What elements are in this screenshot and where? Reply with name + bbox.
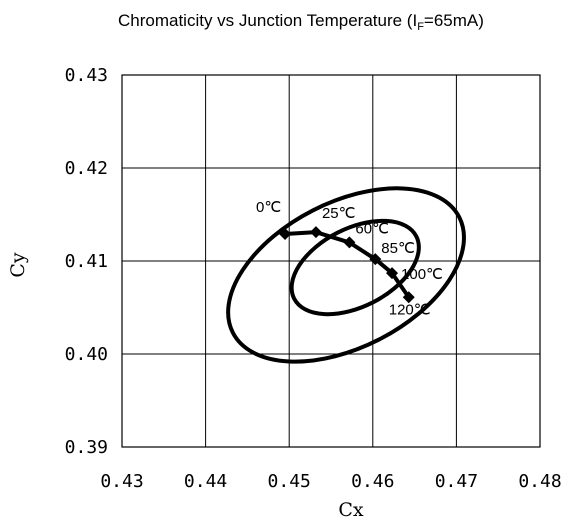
ellipses <box>226 186 466 364</box>
data-point-label: 85℃ <box>381 240 415 257</box>
chart-title-main: Chromaticity vs Junction Temperature (I <box>118 11 417 30</box>
x-tick-label: 0.46 <box>351 471 394 492</box>
plot-frame <box>121 74 541 448</box>
data-point-marker <box>386 267 399 280</box>
data-point-label: 0℃ <box>256 199 281 216</box>
data-point-label: 100℃ <box>401 266 443 283</box>
x-tick-label: 0.44 <box>184 471 227 492</box>
y-tick-label: 0.41 <box>65 251 108 272</box>
series: 0℃ 25℃60℃ 85℃ 100℃ 120℃ <box>256 199 443 318</box>
chart-title-subscript: F <box>417 21 424 33</box>
x-tick-label: 0.48 <box>518 471 561 492</box>
y-tick-label: 0.43 <box>65 65 108 86</box>
chart-title-tail: =65mA) <box>424 11 484 30</box>
data-point-label: 25℃ <box>322 205 356 222</box>
data-point-marker <box>309 226 322 239</box>
data-point-marker <box>402 291 415 304</box>
grid <box>122 75 540 447</box>
chart-title: Chromaticity vs Junction Temperature (IF… <box>118 11 484 33</box>
x-tick-label: 0.47 <box>435 471 478 492</box>
y-tick-labels: 0.39 0.40 0.41 0.42 0.43 <box>65 65 108 458</box>
y-tick-label: 0.39 <box>65 437 108 458</box>
outer-ellipse <box>226 186 466 364</box>
y-axis-label: Cy <box>7 252 29 278</box>
y-tick-label: 0.40 <box>65 344 108 365</box>
x-tick-labels: 0.43 0.44 0.45 0.46 0.47 0.48 <box>100 471 561 492</box>
data-point-marker <box>343 236 356 249</box>
data-point-marker <box>279 228 292 241</box>
x-axis-label: Cx <box>338 499 364 521</box>
y-tick-label: 0.42 <box>65 158 108 179</box>
x-tick-label: 0.43 <box>100 471 143 492</box>
x-tick-label: 0.45 <box>268 471 311 492</box>
data-point-label: 120℃ <box>389 301 431 318</box>
inner-ellipse <box>289 218 421 317</box>
data-point-label: 60℃ <box>355 220 389 237</box>
data-point-marker <box>369 253 382 266</box>
